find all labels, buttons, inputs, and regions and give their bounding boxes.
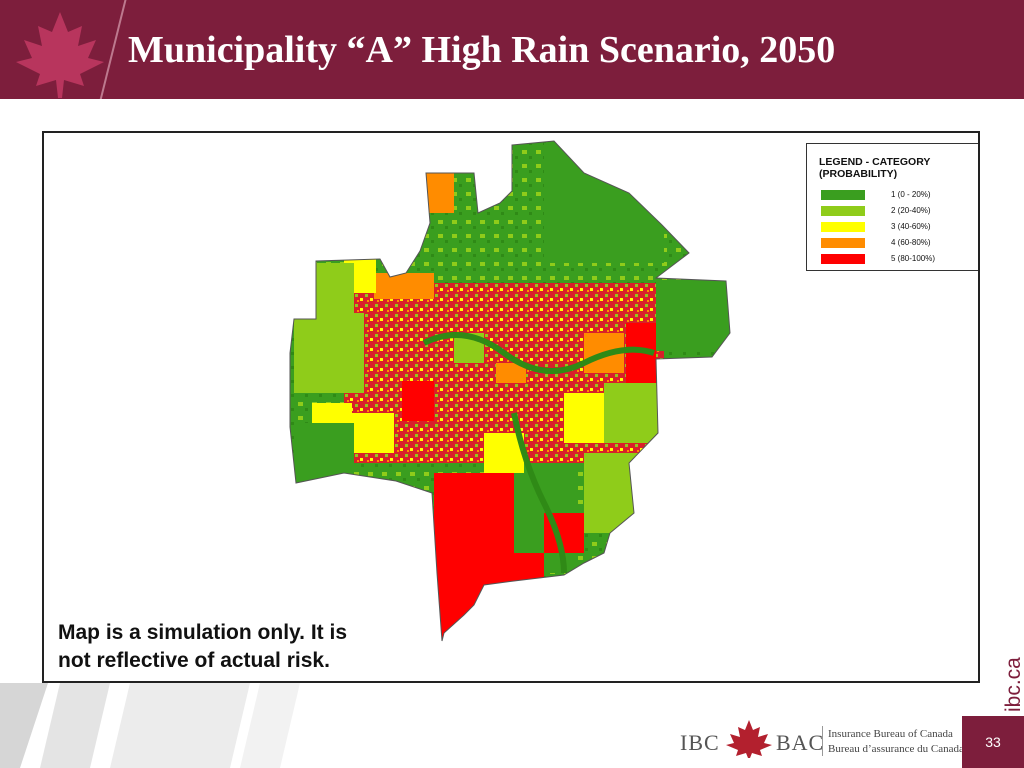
logo-name-fr: Bureau d’assurance du Canada: [828, 743, 964, 755]
legend-label: 5 (80-100%): [891, 254, 936, 263]
ibc-logo: IBC BAC Insurance Bureau of Canada Burea…: [680, 716, 964, 760]
legend-label: 3 (40-60%): [891, 222, 931, 231]
legend-swatch: [821, 222, 865, 232]
legend-title-line2: (PROBABILITY): [819, 168, 898, 180]
logo-text-right: BAC: [776, 730, 825, 755]
logo-divider: [822, 726, 823, 756]
legend-swatch: [821, 238, 865, 248]
legend-item: 4 (60-80%): [821, 238, 971, 250]
legend-label: 4 (60-80%): [891, 238, 931, 247]
maple-leaf-icon: [726, 720, 772, 758]
legend-label: 1 (0 - 20%): [891, 190, 931, 199]
map-frame: LEGEND - CATEGORY (PROBABILITY) 1 (0 - 2…: [42, 131, 980, 683]
page-title: Municipality “A” High Rain Scenario, 205…: [128, 29, 836, 71]
legend-label: 2 (20-40%): [891, 206, 931, 215]
legend-title-line1: LEGEND - CATEGORY: [819, 156, 931, 168]
brand-url: ibc.ca: [1002, 657, 1024, 712]
legend-swatch: [821, 254, 865, 264]
map-legend: LEGEND - CATEGORY (PROBABILITY) 1 (0 - 2…: [806, 143, 978, 271]
disclaimer-line1: Map is a simulation only. It is: [58, 621, 347, 644]
logo-name-en: Insurance Bureau of Canada: [828, 728, 953, 740]
page-number: 33: [962, 716, 1024, 768]
legend-item: 1 (0 - 20%): [821, 190, 971, 202]
disclaimer-text: Map is a simulation only. It is not refl…: [58, 619, 458, 675]
risk-map: [289, 140, 731, 642]
legend-item: 3 (40-60%): [821, 222, 971, 234]
maple-leaf-icon: [16, 12, 104, 98]
legend-title: LEGEND - CATEGORY (PROBABILITY): [819, 156, 969, 180]
legend-item: 2 (20-40%): [821, 206, 971, 218]
legend-swatch: [821, 190, 865, 200]
legend-item: 5 (80-100%): [821, 254, 971, 266]
footer-decoration: [0, 683, 300, 768]
slide-header: Municipality “A” High Rain Scenario, 205…: [0, 0, 1024, 99]
logo-text-left: IBC: [680, 730, 720, 755]
disclaimer-line2: not reflective of actual risk.: [58, 649, 330, 672]
legend-swatch: [821, 206, 865, 216]
